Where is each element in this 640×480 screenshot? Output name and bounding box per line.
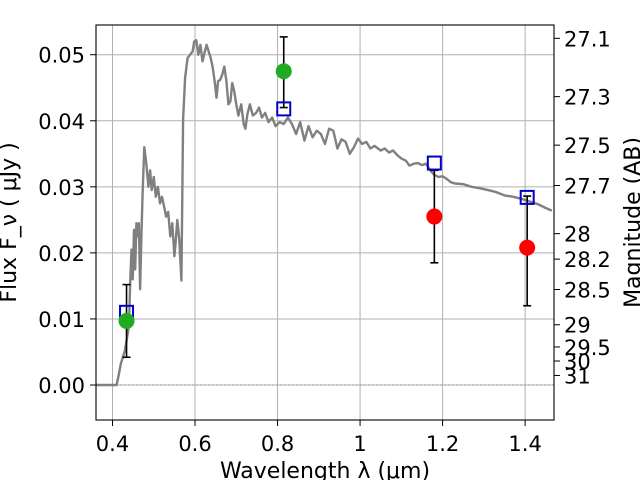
- x-tick-label: 0.4: [96, 432, 129, 456]
- plot-frame: [95, 24, 555, 421]
- x-tick-label: 1.4: [508, 432, 541, 456]
- right-tick-label: 27.5: [564, 134, 611, 158]
- x-tick-label: 0.8: [261, 432, 294, 456]
- right-tick-label: 31: [564, 364, 591, 388]
- right-tick-label: 28: [564, 223, 591, 247]
- y-tick-label: 0.01: [38, 308, 85, 332]
- model-square-marker: [426, 155, 442, 171]
- model-square-marker: [519, 189, 535, 205]
- grid-lines: [96, 25, 554, 420]
- spectrum-line: [96, 39, 553, 387]
- right-tick-label: 28.5: [564, 279, 611, 303]
- x-axis-label: Wavelength λ (μm): [220, 459, 430, 480]
- right-tick-label: 29.5: [564, 336, 611, 360]
- y-tick-label: 0.00: [38, 374, 85, 398]
- model-square-marker: [276, 101, 292, 117]
- photometry-point: [275, 63, 292, 80]
- x-tick-label: 1: [353, 432, 366, 456]
- axis-ticks: 0.4 0.6 0.8 1 1.2 1.4 0.00 0.01 0.02 0.03 0.04 0.05…: [38, 27, 611, 456]
- photometry-point: [426, 208, 443, 225]
- y-tick-label: 0.02: [38, 242, 85, 266]
- y-tick-label: 0.03: [38, 176, 85, 200]
- photometry-point: [519, 239, 536, 256]
- right-tick-label: 27.7: [564, 175, 611, 199]
- right-tick-label: 30: [564, 350, 591, 374]
- x-tick-label: 0.6: [178, 432, 211, 456]
- right-tick-label: 27.3: [564, 86, 611, 110]
- x-tick-label: 1.2: [426, 432, 459, 456]
- plot-area: [96, 36, 554, 387]
- right-tick-label: 29: [564, 314, 591, 338]
- photometry-point: [118, 312, 135, 329]
- y-axis-label: Flux F_ν ( μJy ): [0, 142, 22, 302]
- y-tick-label: 0.05: [38, 44, 85, 68]
- right-tick-label: 27.1: [564, 27, 611, 51]
- right-axis-label: Magnitude (AB): [621, 137, 640, 308]
- right-tick-label: 28.2: [564, 248, 611, 272]
- y-tick-label: 0.04: [38, 110, 85, 134]
